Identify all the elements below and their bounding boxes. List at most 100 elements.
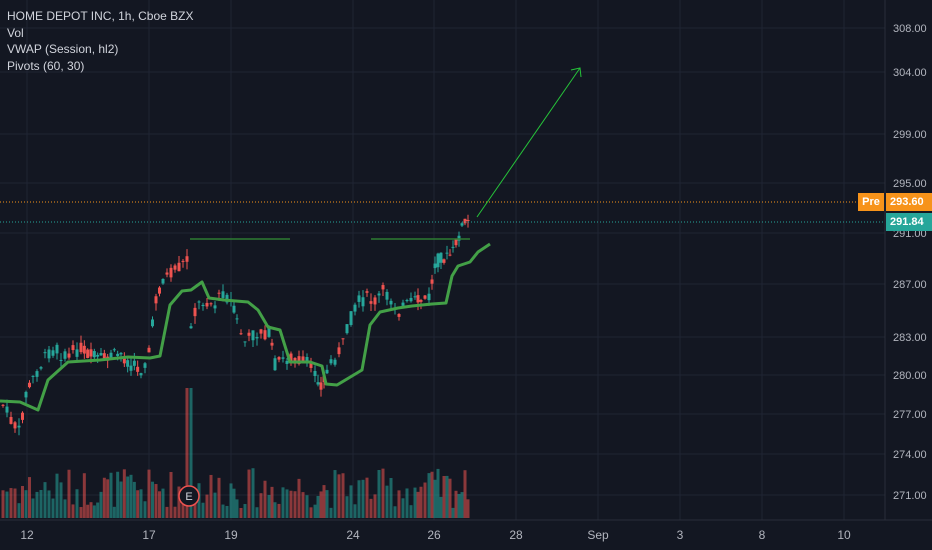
indicator-volume[interactable]: Vol (7, 25, 24, 40)
candle-body (297, 356, 301, 364)
time-tick: 17 (142, 528, 156, 542)
volume-bar (154, 484, 158, 518)
candle-body (433, 263, 437, 269)
candle-body (197, 301, 201, 303)
candle-body (333, 359, 337, 365)
candle-body (457, 235, 461, 241)
volume-bar (305, 495, 309, 518)
candle-body (397, 314, 401, 317)
volume-bar (75, 489, 79, 518)
volume-bar (92, 505, 96, 518)
candle-body (325, 369, 329, 374)
projection-arrow[interactable] (476, 67, 582, 218)
volume-bar (329, 507, 333, 518)
candle-body (255, 337, 259, 339)
candle-body (21, 412, 24, 420)
candle-body (189, 326, 193, 329)
volume-bar (67, 469, 71, 518)
candle-body (75, 349, 79, 357)
candle-body (122, 357, 126, 364)
candle-body (442, 259, 446, 263)
volume-bar (285, 489, 289, 518)
volume-bar (35, 491, 39, 518)
candle-body (161, 278, 165, 284)
volume-bar (96, 502, 100, 518)
volume-bar (349, 485, 353, 518)
candle-body (1, 404, 5, 406)
candle-body (217, 292, 221, 294)
candle-body (385, 291, 389, 300)
price-tick: 299.00 (893, 129, 927, 141)
volume-bar (143, 501, 147, 518)
volume-bar (213, 492, 217, 518)
volume-bar (251, 468, 255, 518)
volume-bar (445, 475, 449, 518)
volume-bar (297, 478, 301, 518)
volume-bar (259, 493, 263, 518)
volume-bar (47, 490, 51, 518)
candle-body (430, 279, 434, 284)
price-tick: 271.00 (893, 490, 927, 502)
volume-bar (31, 498, 35, 518)
candle-body (451, 246, 455, 248)
volume-bar (319, 491, 323, 518)
volume-bar (193, 496, 197, 518)
candle-body (235, 318, 239, 320)
volume-bars (1, 388, 470, 518)
candle-body (86, 349, 90, 358)
chart-legend[interactable]: HOME DEPOT INC, 1h, Cboe BZX Vol VWAP (S… (7, 8, 194, 74)
indicator-vwap[interactable]: VWAP (Session, hl2) (7, 42, 119, 56)
candle-body (209, 303, 213, 305)
price-axis[interactable]: 308.00 304.00 299.00 295.00 291.00 287.0… (893, 23, 927, 502)
volume-bar (457, 493, 461, 518)
volume-bar (401, 498, 405, 518)
volume-bar (82, 473, 86, 518)
candle-body (281, 357, 285, 359)
volume-bar (5, 491, 9, 518)
time-axis[interactable]: 12 17 19 24 26 28 Sep 3 8 10 (20, 528, 851, 542)
earnings-marker[interactable]: E (178, 485, 200, 507)
volume-bar (63, 499, 67, 518)
candle-body (427, 293, 431, 301)
volume-bar (165, 506, 169, 518)
candle-body (143, 363, 147, 368)
volume-bar (235, 499, 239, 518)
volume-bar (129, 474, 133, 518)
volume-bar (161, 488, 165, 518)
volume-bar (189, 388, 193, 518)
volume-bar (416, 491, 420, 518)
volume-bar (99, 491, 103, 518)
candle-body (132, 360, 136, 366)
candle-body (419, 300, 423, 302)
candle-body (341, 338, 345, 340)
candle-body (139, 373, 143, 376)
time-tick: 28 (509, 528, 523, 542)
volume-bar (1, 490, 5, 518)
candle-body (185, 256, 189, 262)
volume-bar (119, 481, 123, 518)
volume-bar (221, 504, 225, 518)
candle-body (309, 361, 313, 368)
volume-bar (255, 507, 259, 518)
symbol-title[interactable]: HOME DEPOT INC, 1h, Cboe BZX (7, 9, 194, 23)
volume-bar (369, 498, 373, 518)
volume-bar (79, 507, 83, 518)
candle-body (205, 302, 209, 307)
pre-market-label: Pre (858, 193, 884, 211)
volume-bar (51, 498, 55, 518)
candle-body (232, 305, 236, 313)
price-tick: 291.00 (893, 228, 927, 240)
volume-bar (301, 492, 305, 518)
candle-body (365, 291, 369, 293)
indicator-pivots[interactable]: Pivots (60, 30) (7, 58, 85, 73)
volume-bar (106, 479, 110, 518)
volume-bar (147, 469, 151, 518)
time-tick: Sep (587, 528, 609, 542)
volume-bar (139, 489, 143, 518)
candle-body (9, 416, 13, 424)
candle-body (96, 354, 100, 357)
volume-bar (333, 470, 337, 518)
candle-body (35, 371, 39, 377)
volume-bar (405, 488, 409, 518)
